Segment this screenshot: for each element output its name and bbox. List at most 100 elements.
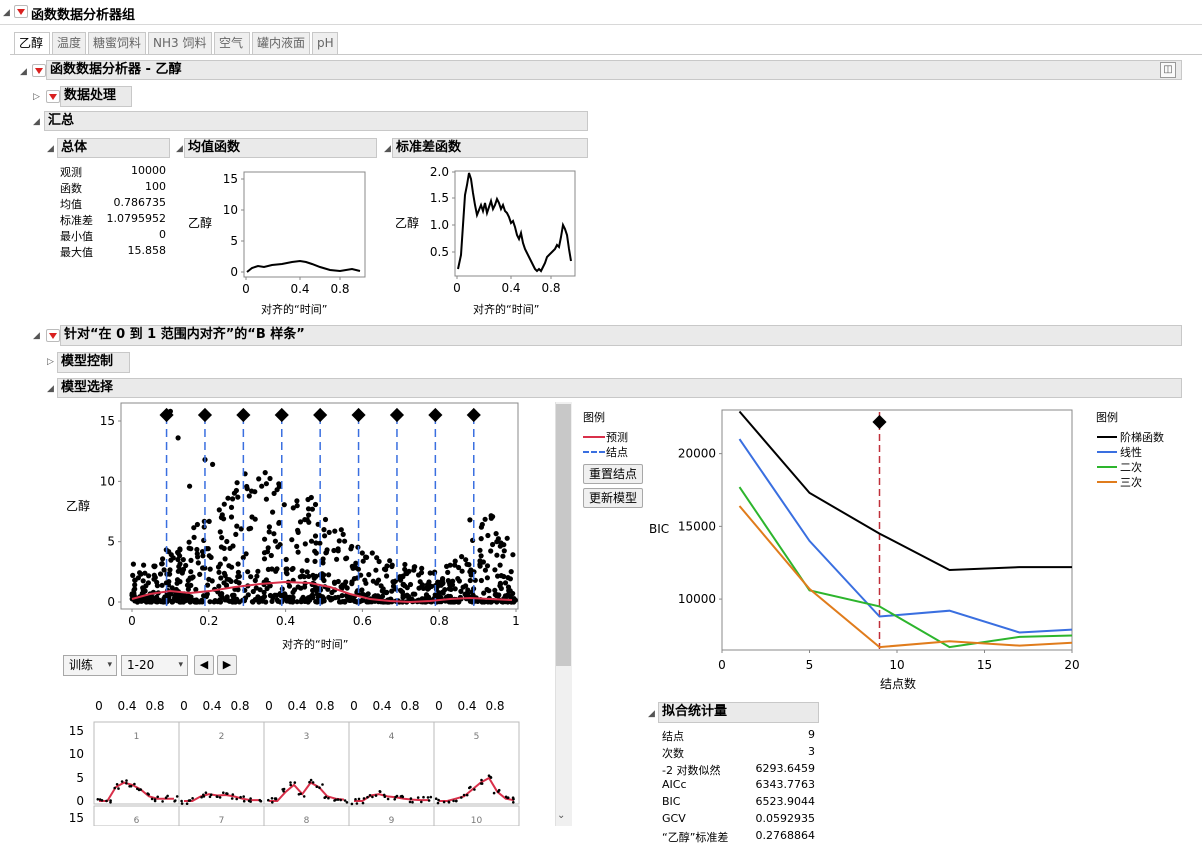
red-triangle-menu-button[interactable] xyxy=(46,329,60,342)
collapse-triangle-icon[interactable]: ◢ xyxy=(648,709,655,719)
data-point xyxy=(456,578,462,584)
data-point xyxy=(281,502,287,508)
panel-label: 8 xyxy=(304,816,310,826)
expand-triangle-icon[interactable]: ▷ xyxy=(47,357,54,367)
tab-2[interactable]: 糖蜜饲料 xyxy=(88,32,146,54)
panel-point xyxy=(408,800,412,804)
reset-knots-button[interactable]: 重置结点 xyxy=(583,464,643,484)
data-point xyxy=(275,544,281,550)
panel-point xyxy=(230,797,234,800)
panel-frame[interactable] xyxy=(433,805,520,826)
red-triangle-menu-button[interactable] xyxy=(14,5,28,18)
knot-marker[interactable] xyxy=(466,407,481,423)
data-point xyxy=(228,504,235,510)
data-point xyxy=(193,586,199,593)
knot-marker[interactable] xyxy=(351,407,366,423)
sd-fn-header: 标准差函数 xyxy=(392,138,588,158)
x-tick-label: 0.4 xyxy=(501,281,520,295)
data-point xyxy=(402,583,408,589)
previous-arrow-icon[interactable]: ◀ xyxy=(194,655,214,675)
panel-frame[interactable] xyxy=(93,721,180,805)
knot-marker[interactable] xyxy=(236,407,251,423)
collapse-triangle-icon[interactable]: ◢ xyxy=(47,384,54,394)
tab-1[interactable]: 温度 xyxy=(52,32,86,54)
data-point xyxy=(252,489,258,495)
data-point xyxy=(160,556,166,562)
panel-point xyxy=(289,783,292,787)
collapse-triangle-icon[interactable]: ◢ xyxy=(20,67,27,77)
data-point xyxy=(313,599,319,605)
data-point xyxy=(282,592,288,598)
y-tick-label: 5 xyxy=(230,234,238,248)
scroll-down-icon[interactable]: ⌄ xyxy=(557,810,566,821)
data-point xyxy=(310,587,316,594)
data-point xyxy=(210,461,216,467)
data-point xyxy=(195,554,201,560)
panel-frame[interactable] xyxy=(178,721,265,805)
knot-marker[interactable] xyxy=(159,407,174,423)
tab-3[interactable]: NH3 饲料 xyxy=(148,32,212,54)
tab-4[interactable]: 空气 xyxy=(214,32,250,54)
panel-label: 2 xyxy=(219,732,225,742)
data-point xyxy=(332,580,338,586)
x-tick-label: 15 xyxy=(977,658,992,672)
plot-frame xyxy=(721,409,1073,651)
selected-knots-marker[interactable] xyxy=(872,414,887,430)
data-point xyxy=(463,557,469,563)
tab-6[interactable]: pH xyxy=(312,32,338,54)
model-control-header[interactable]: 模型控制 xyxy=(57,352,130,373)
collapse-triangle-icon[interactable]: ◢ xyxy=(47,144,54,154)
data-point xyxy=(349,543,355,550)
data-point xyxy=(326,572,332,578)
set-select[interactable]: 训练 ▾ xyxy=(63,655,117,676)
data-point xyxy=(437,581,443,587)
knot-marker[interactable] xyxy=(428,407,443,423)
data-point xyxy=(205,582,211,588)
scrollbar-thumb[interactable] xyxy=(556,404,571,666)
panel-point xyxy=(226,792,229,795)
panel-point xyxy=(354,798,357,801)
data-processing-header[interactable]: 数据处理 xyxy=(60,86,132,107)
knot-marker[interactable] xyxy=(389,407,405,423)
tab-5[interactable]: 罐内液面 xyxy=(252,32,310,54)
data-point xyxy=(463,583,469,589)
knot-marker[interactable] xyxy=(313,407,328,423)
next-arrow-icon[interactable]: ▶ xyxy=(217,655,237,675)
collapse-triangle-icon[interactable]: ◢ xyxy=(176,144,183,154)
data-point xyxy=(180,557,186,563)
data-point xyxy=(207,566,213,572)
data-point xyxy=(336,538,342,544)
fit-stat-label: 结点 xyxy=(662,730,684,743)
x-tick-label: 0.8 xyxy=(541,281,560,295)
legend-swatch xyxy=(1097,466,1117,468)
panel-point xyxy=(336,798,340,801)
data-point xyxy=(274,566,280,572)
panel-frame[interactable] xyxy=(348,721,435,805)
range-select[interactable]: 1-20 ▾ xyxy=(121,655,188,676)
x-tick-label: 0.4 xyxy=(117,699,136,713)
data-point xyxy=(229,564,235,570)
data-point xyxy=(363,580,369,586)
y-tick-label: 15 xyxy=(223,172,238,186)
collapse-triangle-icon[interactable]: ◢ xyxy=(384,144,391,154)
panel-frame[interactable] xyxy=(263,721,350,805)
tab-0[interactable]: 乙醇 xyxy=(14,32,50,55)
data-point xyxy=(419,565,425,571)
collapse-triangle-icon[interactable]: ◢ xyxy=(33,117,40,127)
red-triangle-menu-button[interactable] xyxy=(32,64,46,77)
panel-point xyxy=(297,793,301,796)
data-point xyxy=(276,483,282,489)
collapse-triangle-icon[interactable]: ◢ xyxy=(3,8,10,18)
collapse-triangle-icon[interactable]: ◢ xyxy=(33,331,40,341)
red-triangle-menu-button[interactable] xyxy=(46,90,60,103)
panel-frame[interactable] xyxy=(433,721,520,805)
knot-marker[interactable] xyxy=(274,407,289,423)
pin-icon[interactable]: ◫ xyxy=(1160,62,1176,78)
panel-point xyxy=(487,774,491,777)
data-point xyxy=(145,580,151,586)
update-model-button[interactable]: 更新模型 xyxy=(583,488,643,508)
knot-marker[interactable] xyxy=(197,407,213,423)
fit-stat-value: 6523.9044 xyxy=(755,795,816,808)
expand-triangle-icon[interactable]: ▷ xyxy=(33,92,40,102)
data-point xyxy=(405,594,411,600)
